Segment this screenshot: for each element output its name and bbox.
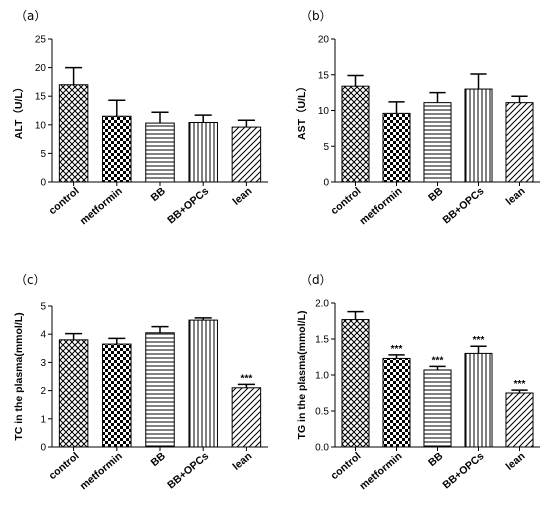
- bar: [231, 387, 262, 448]
- bar: [382, 357, 411, 448]
- category-label: lean: [504, 450, 528, 473]
- panel-c: （c） 0 1 2 3 4 5 TC in the plasma(mmol/L) control…: [13, 273, 268, 492]
- y-tick-label: 3: [40, 358, 46, 369]
- category-label: metformin: [78, 185, 125, 227]
- bar: [231, 126, 262, 183]
- bar: [188, 319, 218, 448]
- panel-label: （a）: [15, 9, 46, 23]
- bar: [188, 122, 218, 183]
- y-axis-title: AST（U/L）: [295, 81, 308, 140]
- y-tick-label: 5: [40, 149, 46, 160]
- bar: [423, 102, 452, 183]
- bar: [102, 115, 132, 183]
- category-label: control: [47, 185, 82, 217]
- bar: [464, 352, 493, 448]
- category-label: BB+OPCs: [165, 450, 211, 491]
- y-tick-label: 15: [35, 92, 47, 103]
- bar: [382, 112, 411, 183]
- category-label: control: [328, 185, 363, 217]
- bar: [505, 102, 534, 183]
- category-label: lean: [504, 185, 528, 208]
- category-label: lean: [231, 450, 255, 473]
- y-tick-label: 2.0: [315, 299, 329, 310]
- category-label: metformin: [357, 450, 404, 492]
- y-tick-label: 10: [318, 106, 330, 117]
- category-label: BB: [149, 185, 169, 204]
- y-tick-label: 10: [35, 120, 47, 131]
- y-tick-label: 5: [40, 302, 46, 313]
- y-tick-label: 20: [35, 63, 47, 74]
- bar: [464, 88, 493, 183]
- panel-label: （d）: [300, 273, 332, 287]
- bar: [58, 84, 89, 183]
- significance-label: ***: [391, 344, 403, 355]
- significance-label: ***: [514, 379, 526, 390]
- y-axis-title: TG in the plasma(mmol/L): [296, 311, 308, 440]
- y-tick-label: 0.5: [315, 407, 329, 418]
- bar: [341, 85, 370, 183]
- bar: [58, 339, 89, 448]
- y-tick-label: 5: [323, 142, 329, 153]
- category-label: control: [328, 450, 363, 482]
- panel-label: （b）: [300, 9, 332, 23]
- y-tick-label: 20: [318, 35, 330, 46]
- y-axis-title: ALT（U/L）: [12, 82, 25, 140]
- category-label: BB: [426, 450, 446, 469]
- category-label: BB: [149, 450, 169, 469]
- category-label: metformin: [78, 450, 125, 492]
- y-tick-label: 1: [40, 414, 46, 425]
- y-tick-label: 0.0: [315, 443, 329, 454]
- y-tick-label: 2: [40, 386, 46, 397]
- y-tick-label: 0: [40, 178, 46, 189]
- y-tick-label: 25: [35, 35, 47, 46]
- bar: [145, 122, 175, 183]
- category-label: BB+OPCs: [165, 185, 211, 226]
- category-label: BB: [426, 185, 446, 204]
- y-tick-label: 4: [40, 330, 46, 341]
- category-label: lean: [231, 185, 255, 208]
- y-tick-label: 1.0: [315, 371, 329, 382]
- y-tick-label: 15: [318, 70, 330, 81]
- bar: [341, 319, 370, 448]
- y-axis-title: TC in the plasma(mmol/L): [13, 312, 25, 440]
- bar: [505, 392, 534, 448]
- y-tick-label: 0: [323, 178, 329, 189]
- y-tick-label: 0: [40, 443, 46, 454]
- significance-label: ***: [241, 373, 253, 384]
- panel-label: （c）: [15, 273, 46, 287]
- category-label: BB+OPCs: [440, 185, 486, 226]
- significance-label: ***: [432, 355, 444, 366]
- y-tick-label: 1.5: [315, 335, 329, 346]
- bar: [423, 369, 452, 448]
- significance-label: ***: [473, 335, 485, 346]
- panel-d: （d） 0.0 0.5 1.0 1.5 2.0 TG in the plasma(mmol/…: [296, 273, 540, 492]
- category-label: BB+OPCs: [440, 450, 486, 491]
- bar: [102, 343, 132, 448]
- category-label: control: [47, 450, 82, 482]
- bar: [145, 332, 175, 448]
- category-label: metformin: [357, 185, 404, 227]
